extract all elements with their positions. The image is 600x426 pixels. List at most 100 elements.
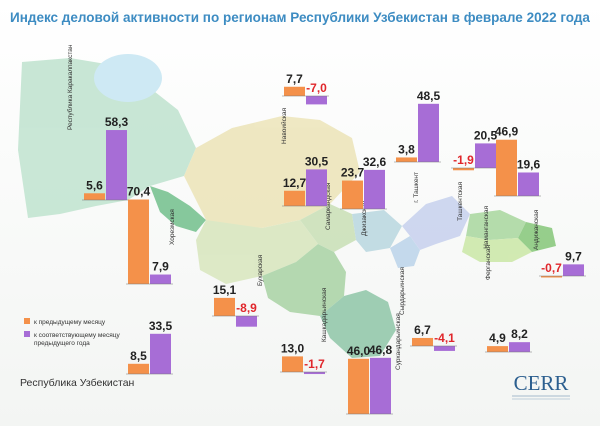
value-label-ферганская-prev-year: 8,2 <box>511 327 528 341</box>
bar-бухарская-prev-year <box>236 316 257 327</box>
value-label-андижанская-prev-month: -0,7 <box>541 261 562 275</box>
map-andijan <box>518 222 556 252</box>
value-labels: 5,6 58,3 70,4 7,9 7,7-7,0 15,1 -8,9 12,7 30,5 23,… <box>86 72 582 371</box>
value-label-сурхандарьинская-prev-year: 46,8 <box>369 343 393 357</box>
value-label-хорезмская-prev-year: 7,9 <box>152 260 169 274</box>
value-label-республика-каракалпакстан-prev-month: 5,6 <box>86 178 103 192</box>
value-label-ташкентская-prev-year: 20,5 <box>474 128 498 142</box>
map-kashkadarya <box>262 244 346 316</box>
bar-наманганская-prev-year <box>518 172 539 196</box>
map-fergana <box>462 236 532 262</box>
region-label-ташкентская: Ташкентская <box>457 182 464 221</box>
region-label-кашкадарьинская: Кашкадарьинская <box>321 287 328 342</box>
map-khorezm <box>150 186 206 232</box>
bar-навоийская-prev-year <box>306 96 327 105</box>
value-label-сырдарьинская-prev-month: 6,7 <box>414 323 431 337</box>
region-label-наманганская: Наманганская <box>483 206 490 249</box>
bar-сырдарьинская-prev-year <box>434 346 455 351</box>
value-label-бухарская-prev-month: 15,1 <box>213 283 237 297</box>
region-label-сырдарьинская: Сырдарьинская <box>399 267 406 315</box>
value-label-наманганская-prev-month: 46,9 <box>495 125 519 139</box>
bar-андижанская-prev-month <box>541 276 562 278</box>
region-label-хорезмская: Хорезмская <box>169 209 176 245</box>
region-label-ферганская: Ферганская <box>485 245 492 280</box>
value-label-кашкадарьинская-prev-month: 13,0 <box>281 341 305 355</box>
bar-marks <box>82 86 586 415</box>
region-label-джизакская: Джизакская <box>361 200 368 236</box>
region-label-андижанская: Андижанская <box>533 209 540 250</box>
bar-самаркандская-prev-month <box>284 190 305 206</box>
bar-ташкентская-prev-month <box>453 168 474 171</box>
bar-г-ташкент-prev-year <box>418 103 439 162</box>
map-surkhandarya <box>320 290 396 358</box>
bar-сурхандарьинская-prev-year <box>370 357 391 414</box>
value-label-сырдарьинская-prev-year: -4,1 <box>434 331 455 345</box>
bar-республика-каракалпакстан-prev-year <box>106 130 127 200</box>
value-label-джизакская-prev-month: 23,7 <box>341 166 365 180</box>
value-label-ферганская-prev-month: 4,9 <box>489 331 506 345</box>
logo-text: CERR <box>514 371 569 395</box>
value-label-навоийская-prev-month: 7,7 <box>286 72 303 86</box>
bar-сурхандарьинская-prev-month <box>348 358 369 414</box>
bar-сырдарьинская-prev-month <box>412 337 433 346</box>
bar-ташкентская-prev-year <box>475 143 496 168</box>
region-label-республика-узбекистан: Республика Узбекистан <box>20 377 135 389</box>
bar-республика-узбекистан-prev-month <box>128 363 149 374</box>
bar-хорезмская-prev-year <box>150 274 171 284</box>
region-label-сурхандарьинская: Сурхандарьинская <box>395 313 402 370</box>
cerr-logo: CERR <box>512 371 570 400</box>
legend-swatch-prev-year <box>24 331 30 337</box>
value-label-андижанская-prev-year: 9,7 <box>565 249 582 263</box>
value-label-наманганская-prev-year: 19,6 <box>517 157 541 171</box>
region-label-бухарская: Бухарская <box>257 254 264 286</box>
bar-андижанская-prev-year <box>563 264 584 276</box>
value-label-ташкентская-prev-month: -1,9 <box>453 153 474 167</box>
value-label-хорезмская-prev-month: 70,4 <box>127 185 151 199</box>
chart-title: Индекс деловой активности по регионам Ре… <box>10 10 590 25</box>
bar-джизакская-prev-month <box>342 180 363 209</box>
map-aral-sea <box>94 54 162 102</box>
value-label-самаркандская-prev-month: 12,7 <box>283 176 307 190</box>
legend-label-prev-year-line: предыдущего года <box>34 340 90 347</box>
region-label-навоийская: Навоийская <box>280 108 288 144</box>
value-label-г-ташкент-prev-month: 3,8 <box>398 142 415 156</box>
legend: к предыдущему месяцу к соответствующему … <box>24 318 120 347</box>
value-label-кашкадарьинская-prev-year: -1,7 <box>304 357 325 371</box>
bar-кашкадарьинская-prev-year <box>304 372 325 375</box>
value-label-джизакская-prev-year: 32,6 <box>363 155 387 169</box>
bar-республика-каракалпакстан-prev-month <box>84 193 105 200</box>
value-label-республика-узбекистан-prev-year: 33,5 <box>149 319 173 333</box>
bar-г-ташкент-prev-month <box>396 157 417 162</box>
bar-кашкадарьинская-prev-month <box>282 356 303 372</box>
legend-label-prev-year: к соответствующему месяцу предыдущего год… <box>34 332 120 347</box>
bar-республика-узбекистан-prev-year <box>150 333 171 374</box>
map-tashkent <box>402 196 470 250</box>
bar-ферганская-prev-year <box>509 342 530 352</box>
region-label-республика-каракалпакстан: Республика Каракалпакстан <box>66 44 74 130</box>
map-bukhara <box>196 220 318 284</box>
value-label-республика-узбекистан-prev-month: 8,5 <box>130 349 147 363</box>
bar-навоийская-prev-month <box>284 86 305 96</box>
bar-джизакская-prev-year <box>364 169 385 209</box>
bar-наманганская-prev-month <box>496 139 517 196</box>
map-jizzakh <box>352 210 402 252</box>
region-label-г-ташкент: г. Ташкент <box>413 172 420 203</box>
region-labels: Республика Каракалпакстан Хорезмская Навои… <box>20 44 540 389</box>
value-label-бухарская-prev-year: -8,9 <box>236 301 257 315</box>
map-samarkand <box>300 204 356 252</box>
bar-хорезмская-prev-month <box>128 199 149 284</box>
legend-label-prev-year-line: к соответствующему месяцу <box>34 332 120 339</box>
legend-swatch-prev-month <box>24 318 30 324</box>
value-label-республика-каракалпакстан-prev-year: 58,3 <box>105 115 129 129</box>
value-label-г-ташкент-prev-year: 48,5 <box>417 89 441 103</box>
bar-ферганская-prev-month <box>487 346 508 352</box>
map-syrdarya <box>390 236 420 268</box>
legend-label-prev-month: к предыдущему месяцу <box>34 319 106 326</box>
bar-самаркандская-prev-year <box>306 169 327 206</box>
value-label-сурхандарьинская-prev-month: 46,0 <box>347 344 371 358</box>
bar-бухарская-prev-month <box>214 297 235 316</box>
value-label-навоийская-prev-year: -7,0 <box>306 81 327 95</box>
value-label-самаркандская-prev-year: 30,5 <box>305 154 329 168</box>
